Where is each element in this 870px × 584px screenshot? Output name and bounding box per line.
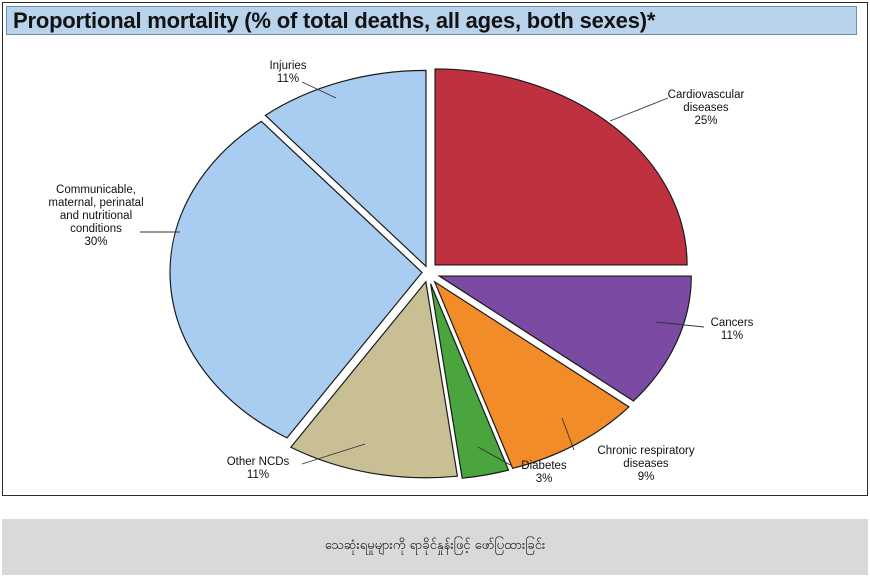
pie-slice-0 bbox=[434, 68, 688, 266]
pie-slice-4 bbox=[289, 280, 459, 479]
caption-text: သေဆုံးရမှုများကို ရာခိုင်နှုန်းဖြင့် ဖော… bbox=[324, 538, 546, 553]
slice-label-5: Communicable, maternal, perinatal and nutr… bbox=[48, 184, 143, 248]
slice-label-4: Other NCDs 11% bbox=[227, 456, 290, 481]
leader-line-4 bbox=[301, 443, 366, 465]
slice-label-3: Diabetes 3% bbox=[521, 460, 567, 485]
chart-title: Proportional mortality (% of total death… bbox=[13, 8, 656, 33]
leader-line-1 bbox=[655, 321, 705, 328]
caption-box: သေဆုံးရမှုများကို ရာခိုင်နှုန်းဖြင့် ဖော… bbox=[2, 519, 868, 575]
pie-slice-1 bbox=[437, 275, 692, 402]
leader-line-3 bbox=[477, 446, 513, 467]
slice-label-1: Cancers 11% bbox=[711, 317, 754, 342]
pie-chart: Cardiovascular diseases 25% Cancers 11% Chron… bbox=[48, 60, 754, 485]
chart-title-bar: Proportional mortality (% of total death… bbox=[6, 6, 857, 35]
pie-slice-5 bbox=[169, 120, 423, 439]
pie-slice-3 bbox=[430, 283, 510, 479]
pie-slice-2 bbox=[433, 280, 630, 470]
leader-line-2 bbox=[561, 417, 575, 451]
pie-slice-6 bbox=[264, 69, 427, 268]
slice-label-6: Injuries 11% bbox=[269, 60, 306, 85]
leader-line-6 bbox=[301, 81, 337, 99]
slice-label-0: Cardiovascular diseases 25% bbox=[668, 89, 745, 127]
leader-line-0 bbox=[609, 97, 669, 122]
slice-label-2: Chronic respiratory diseases 9% bbox=[597, 445, 694, 483]
